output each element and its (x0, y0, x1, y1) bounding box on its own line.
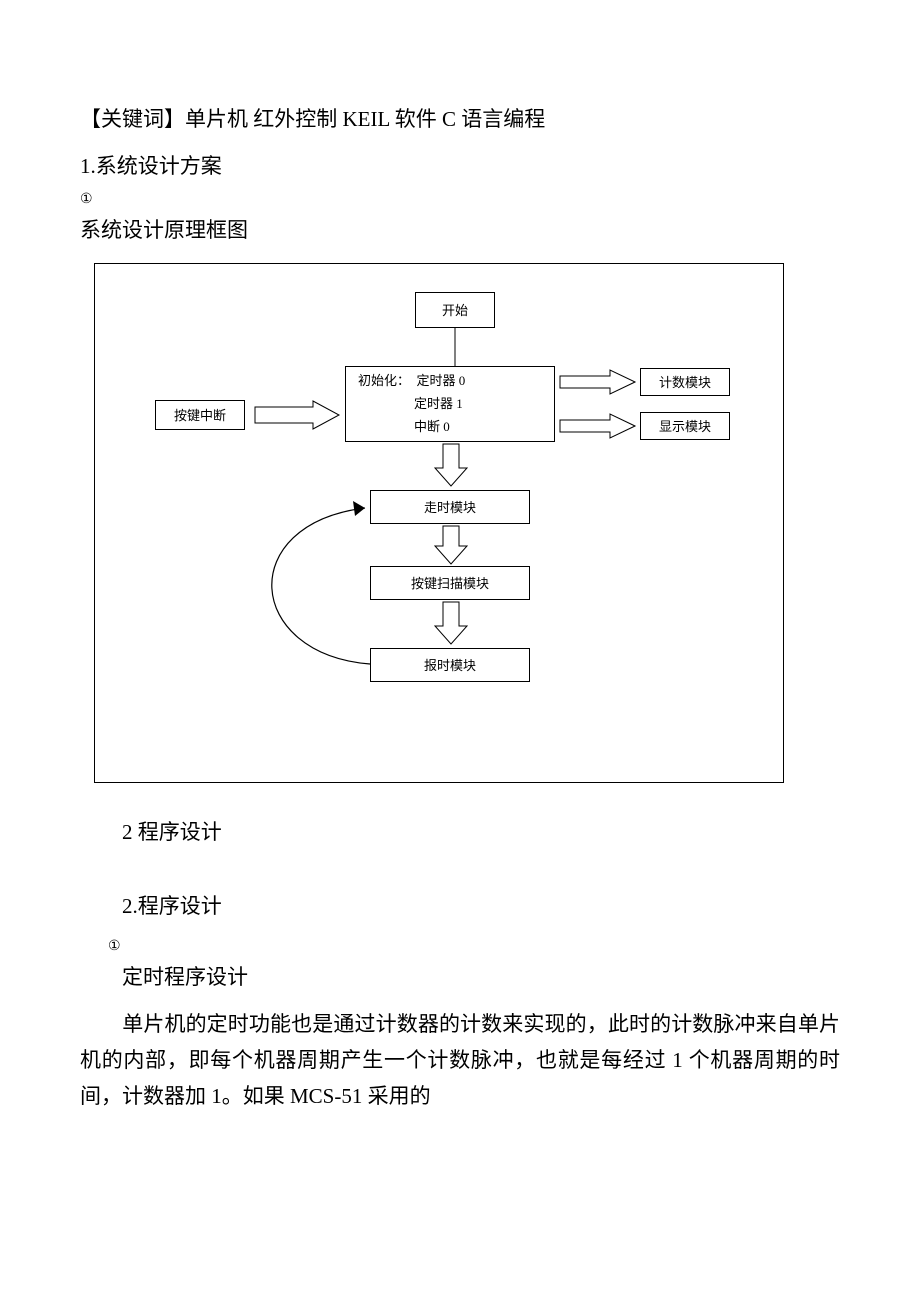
init-line-3: 中断 0 (358, 415, 450, 438)
node-display-module: 显示模块 (640, 412, 730, 440)
node-count-module: 计数模块 (640, 368, 730, 396)
node-key-interrupt: 按键中断 (155, 400, 245, 430)
circle-1-symbol: ① (80, 190, 840, 207)
node-alarm-module: 报时模块 (370, 648, 530, 682)
diagram-title: 系统设计原理框图 (80, 211, 840, 251)
node-keyscan-module: 按键扫描模块 (370, 566, 530, 600)
keywords-line: 【关键词】单片机 红外控制 KEIL 软件 C 语言编程 (80, 100, 840, 140)
section-1-title: 1.系统设计方案 (80, 150, 840, 180)
flowchart-container: 开始 初始化： 定时器 0 定时器 1 中断 0 按键中断 计数模块 显示模块 … (94, 263, 784, 783)
node-start: 开始 (415, 292, 495, 328)
heading-2a: 2 程序设计 (80, 813, 840, 853)
node-walk-module: 走时模块 (370, 490, 530, 524)
timer-title: 定时程序设计 (80, 958, 840, 998)
init-line-2: 定时器 1 (358, 392, 463, 415)
node-init: 初始化： 定时器 0 定时器 1 中断 0 (345, 366, 555, 442)
flowchart-arrows (95, 264, 785, 784)
init-line-1: 初始化： 定时器 0 (358, 369, 465, 392)
circle-1-symbol-b: ① (80, 937, 840, 954)
body-paragraph: 单片机的定时功能也是通过计数器的计数来实现的，此时的计数脉冲来自单片机的内部，即… (80, 1007, 840, 1114)
heading-2b: 2.程序设计 (80, 887, 840, 927)
